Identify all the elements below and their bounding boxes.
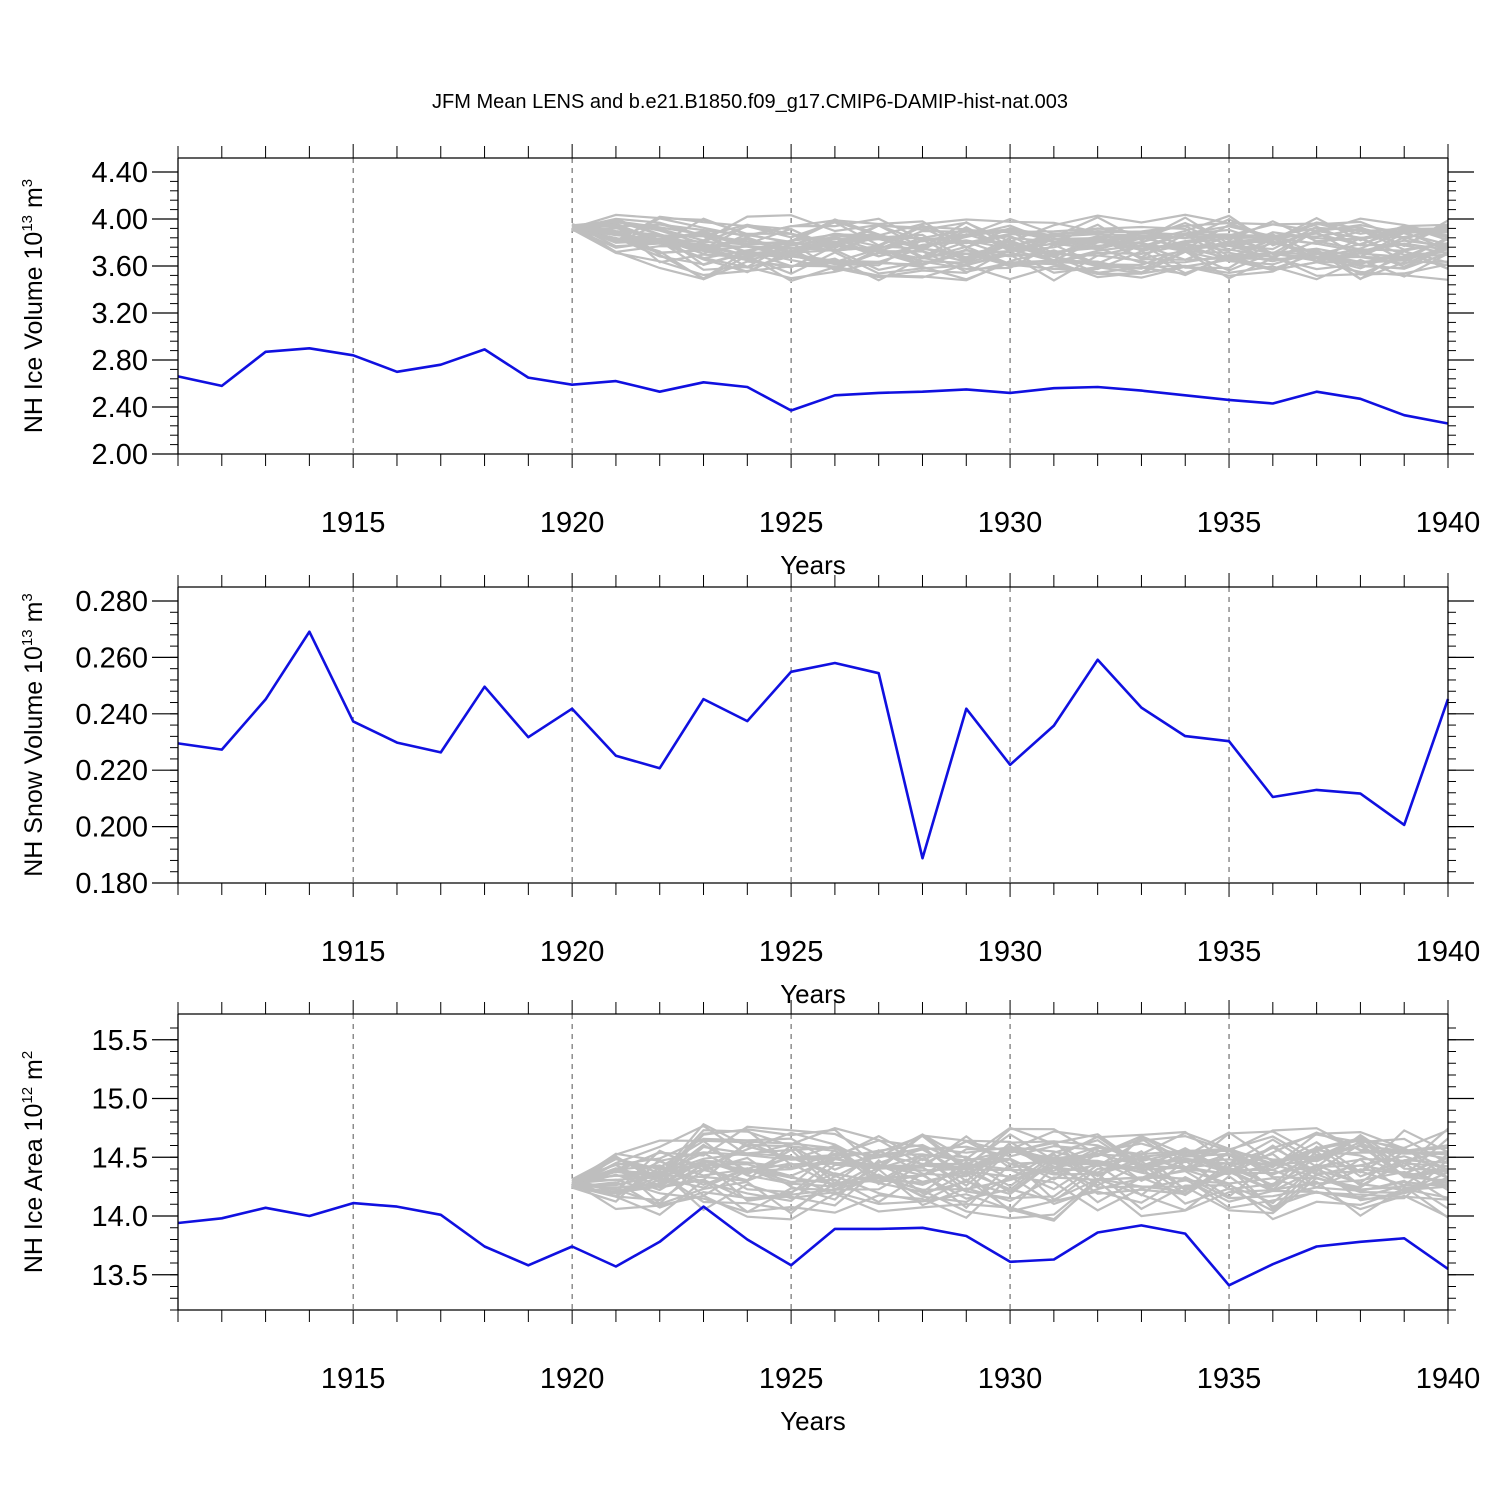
x-tick-label: 1940 [1416,507,1481,539]
y-tick-label: 4.40 [92,157,148,189]
x-tick-label: 1930 [978,936,1043,968]
panel-ice-area: 13.5 14.0 14.5 15.0 15.5 1915 1920 1925 1930 1935… [19,1000,1480,1436]
y-tick-label: 2.40 [92,392,148,424]
ensemble-member-line [571,216,1449,242]
y-tick-label: 0.180 [75,868,148,900]
x-tick-label: 1925 [759,936,824,968]
ensemble-member-line [571,213,1449,249]
ensemble-member-line [572,1174,1449,1220]
ensemble-member-line [572,224,1449,282]
ensemble-member-line [572,1152,1449,1194]
series-line-snow-volume [177,630,1450,860]
ensemble-lines-ice-area [571,1122,1449,1222]
x-tick-label: 1915 [321,936,386,968]
y-axis-label: NH Ice Area 1012 m2 [19,1051,48,1273]
y-tick-label: 14.0 [92,1201,148,1233]
x-tick-label: 1920 [540,507,605,539]
ensemble-member-line [571,227,1449,279]
y-tick-label: 3.20 [92,298,148,330]
ensemble-member-line [571,1144,1449,1185]
y-axis-label: NH Ice Volume 1013 m3 [19,179,48,433]
y-tick-label: 0.220 [75,755,148,787]
y-tick-label: 0.240 [75,699,148,731]
ensemble-member-line [571,1158,1449,1206]
x-tick-label: 1930 [978,1363,1043,1395]
ensemble-member-line [571,1127,1449,1185]
ensemble-member-line [571,224,1448,257]
ensemble-member-line [571,1139,1449,1194]
ensemble-lines-ice-volume [571,213,1449,283]
axes-ice-volume: 2.00 2.40 2.80 3.20 3.60 4.00 4.40 1915 1920 1925… [19,144,1480,580]
x-axis-label: Years [780,1406,846,1436]
x-tick-label: 1920 [540,936,605,968]
x-tick-label: 1935 [1197,936,1262,968]
y-axis-label: NH Snow Volume 1013 m3 [19,593,48,877]
ensemble-member-line [571,1126,1449,1182]
x-tick-label: 1915 [321,1363,386,1395]
y-tick-label: 0.200 [75,812,148,844]
x-tick-label: 1935 [1197,1363,1262,1395]
panel-snow-volume: 0.180 0.200 0.220 0.240 0.260 0.280 1915 1920 19… [19,573,1480,1009]
x-tick-label: 1940 [1416,936,1481,968]
x-axis-label: Years [780,550,846,580]
x-axis-label: Years [780,979,846,1009]
ensemble-member-line [571,220,1449,267]
ensemble-member-line [571,1152,1449,1196]
x-tick-label: 1915 [321,507,386,539]
axes-snow-volume: 0.180 0.200 0.220 0.240 0.260 0.280 1915 1920 19… [19,573,1480,1009]
y-tick-label: 4.00 [92,204,148,236]
y-tick-label: 14.5 [92,1142,148,1174]
axes-ice-area: 13.5 14.0 14.5 15.0 15.5 1915 1920 1925 1930 1935… [19,1000,1480,1436]
series-line-ice-volume [177,346,1449,425]
ensemble-member-line [571,1153,1449,1199]
x-tick-label: 1930 [978,507,1043,539]
figure-title: JFM Mean LENS and b.e21.B1850.f09_g17.CM… [432,91,1068,113]
x-tick-label: 1925 [759,507,824,539]
y-tick-label: 0.260 [75,642,148,674]
y-tick-label: 2.00 [92,439,148,471]
ensemble-member-line [572,223,1449,253]
ensemble-member-line [572,224,1449,258]
y-tick-label: 15.5 [92,1025,148,1057]
y-tick-label: 2.80 [92,345,148,377]
y-tick-label: 15.0 [92,1084,148,1116]
ensemble-member-line [571,1124,1449,1187]
y-tick-label: 3.60 [92,251,148,283]
series-line-ice-area [177,1201,1449,1287]
x-tick-label: 1920 [540,1363,605,1395]
ensemble-member-line [571,1128,1449,1195]
x-tick-label: 1935 [1197,507,1262,539]
panel-ice-volume: 2.00 2.40 2.80 3.20 3.60 4.00 4.40 1915 1920 1925… [19,144,1480,580]
x-tick-label: 1925 [759,1363,824,1395]
y-tick-label: 13.5 [92,1260,148,1292]
ensemble-member-line [571,1167,1449,1210]
ensemble-member-line [571,1174,1449,1222]
x-tick-label: 1940 [1416,1363,1481,1395]
y-tick-label: 0.280 [75,586,148,618]
